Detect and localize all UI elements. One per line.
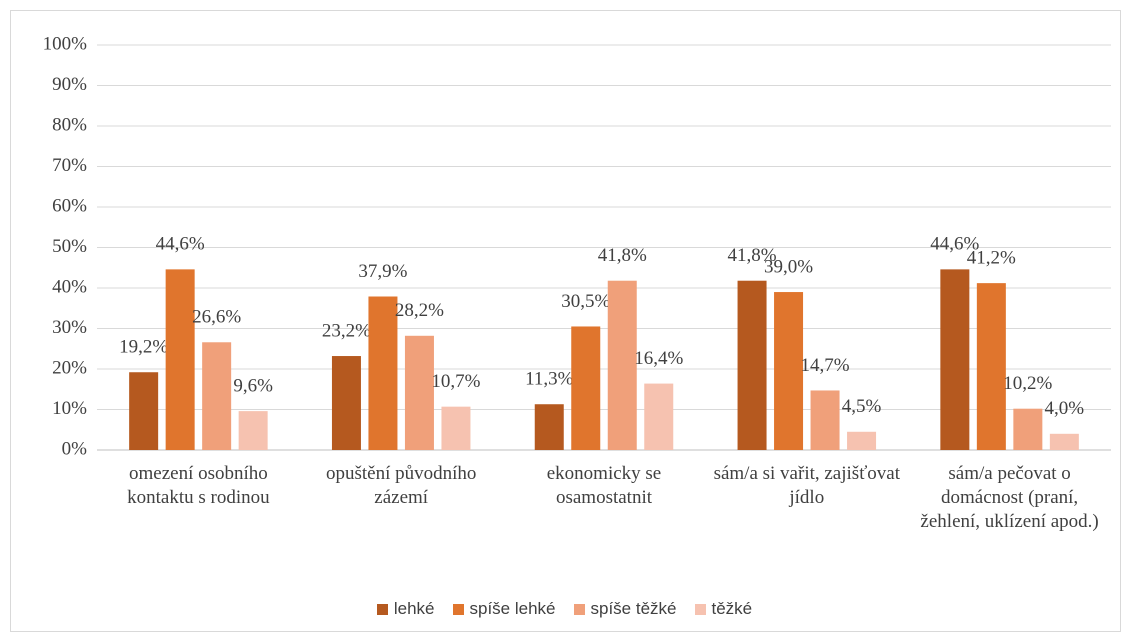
bar bbox=[644, 383, 674, 450]
legend-item: lehké bbox=[376, 599, 435, 619]
x-tick-label: sám/a pečovat o domácnost (praní, žehlen… bbox=[920, 463, 1099, 532]
bar bbox=[441, 406, 471, 450]
data-label: 10,2% bbox=[1003, 373, 1052, 394]
y-tick-label: 60% bbox=[52, 195, 87, 216]
data-label: 11,3% bbox=[525, 369, 574, 390]
data-label: 4,0% bbox=[1045, 398, 1085, 419]
bar bbox=[202, 342, 232, 450]
data-label: 4,5% bbox=[842, 396, 882, 417]
y-tick-label: 0% bbox=[62, 438, 88, 459]
legend-item: spíše lehké bbox=[452, 599, 556, 619]
legend-label: těžké bbox=[711, 599, 753, 618]
x-tick-label: sám/a si vařit, zajišťovat jídlo bbox=[713, 463, 901, 508]
legend-label: spíše těžké bbox=[590, 599, 677, 618]
y-tick-label: 30% bbox=[52, 317, 87, 338]
data-label: 10,7% bbox=[431, 371, 480, 392]
bar bbox=[368, 296, 398, 450]
legend-swatch bbox=[452, 603, 464, 615]
data-label: 14,7% bbox=[801, 355, 850, 376]
y-tick-label: 10% bbox=[52, 398, 87, 419]
legend-swatch bbox=[573, 603, 585, 615]
data-label: 44,6% bbox=[156, 234, 205, 255]
bar bbox=[238, 411, 268, 450]
bar bbox=[404, 335, 434, 450]
legend-label: lehké bbox=[393, 599, 435, 618]
bar bbox=[737, 280, 767, 450]
bar bbox=[1049, 433, 1079, 450]
y-tick-label: 40% bbox=[52, 276, 87, 297]
legend-swatch bbox=[376, 603, 388, 615]
bar bbox=[1013, 408, 1043, 450]
data-label: 30,5% bbox=[561, 291, 610, 312]
data-label: 44,6% bbox=[930, 234, 979, 255]
data-label: 41,2% bbox=[967, 247, 1016, 268]
bar bbox=[129, 372, 159, 450]
bar bbox=[607, 280, 637, 450]
data-label: 16,4% bbox=[634, 348, 683, 369]
chart-border bbox=[10, 10, 1121, 632]
bar bbox=[976, 283, 1006, 450]
y-tick-label: 100% bbox=[43, 33, 88, 54]
data-label: 9,6% bbox=[233, 375, 273, 396]
data-label: 39,0% bbox=[764, 256, 813, 277]
x-tick-label: opuštění původního zázemí bbox=[325, 463, 477, 508]
data-label: 23,2% bbox=[322, 320, 371, 341]
data-label: 28,2% bbox=[395, 300, 444, 321]
bar bbox=[534, 404, 564, 450]
data-label: 41,8% bbox=[728, 245, 777, 266]
bar bbox=[810, 390, 840, 450]
y-tick-label: 70% bbox=[52, 155, 87, 176]
data-label: 26,6% bbox=[192, 307, 241, 328]
y-tick-label: 20% bbox=[52, 357, 87, 378]
legend-swatch bbox=[694, 603, 706, 615]
legend-item: spíše těžké bbox=[573, 599, 677, 619]
y-tick-label: 90% bbox=[52, 74, 87, 95]
bar bbox=[165, 269, 195, 450]
data-label: 41,8% bbox=[598, 245, 647, 266]
bar bbox=[774, 292, 804, 450]
y-tick-label: 50% bbox=[52, 236, 87, 257]
bar bbox=[331, 356, 361, 450]
data-label: 37,9% bbox=[358, 261, 407, 282]
bar bbox=[571, 326, 601, 450]
x-tick-label: omezení osobního kontaktu s rodinou bbox=[127, 463, 270, 508]
bar bbox=[847, 431, 877, 450]
legend-item: těžké bbox=[694, 599, 753, 619]
x-tick-label: ekonomicky se osamostatnit bbox=[546, 463, 662, 508]
legend: lehké spíše lehké spíše těžké těžké bbox=[0, 599, 1129, 619]
legend-label: spíše lehké bbox=[469, 599, 556, 618]
y-tick-label: 80% bbox=[52, 114, 87, 135]
bar bbox=[940, 269, 970, 450]
data-label: 19,2% bbox=[119, 337, 168, 358]
